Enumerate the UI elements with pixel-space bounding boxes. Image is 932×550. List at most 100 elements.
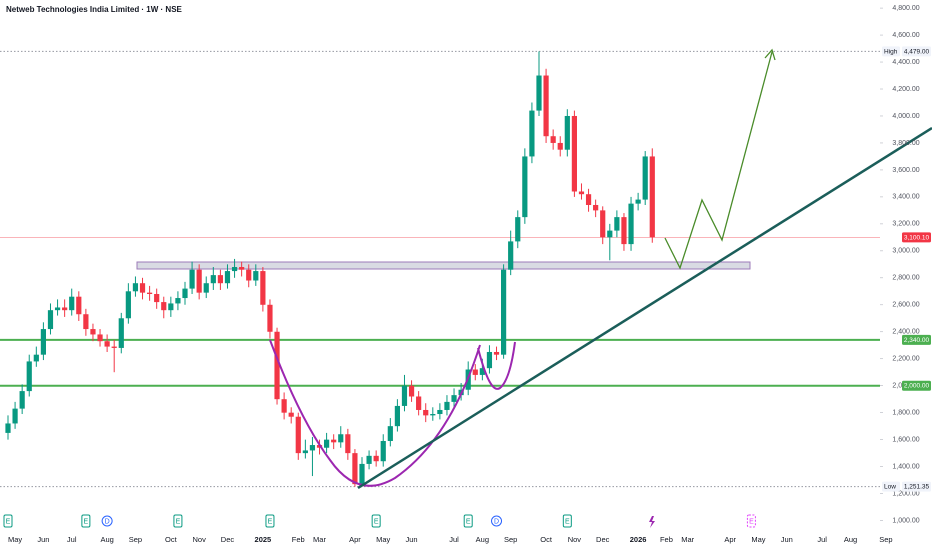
candle-body [529, 110, 535, 157]
candle-body [147, 292, 153, 294]
candle-body [302, 450, 308, 454]
axis-layer: 1,000.00 1,200.00 1,400.00 1,600.00 1,800.00… [3, 5, 931, 544]
candle-body [295, 416, 301, 454]
candle-body [324, 439, 330, 448]
candle-body [69, 296, 75, 311]
trend-line [357, 126, 932, 490]
y-tick-label: 3,400.00 [892, 194, 919, 201]
y-tick-label: 4,200.00 [892, 86, 919, 93]
y-tick-label: 4,800.00 [892, 5, 919, 12]
candle-body [125, 291, 131, 319]
levels-layer [0, 50, 880, 488]
event-marker [746, 514, 756, 528]
candle-body [196, 269, 202, 293]
x-tick-label: Oct [540, 535, 553, 544]
event-letter: E [176, 518, 181, 525]
candles-layer [5, 51, 655, 487]
candle-body [522, 156, 528, 218]
candle-body [607, 230, 613, 238]
x-tick-label: Mar [313, 535, 326, 544]
candle-body [642, 156, 648, 200]
level-value-label: 1,251.35 [904, 484, 930, 491]
candle-body [210, 275, 216, 284]
event-letter: E [268, 518, 273, 525]
event-marker [491, 515, 503, 527]
candle-body [486, 351, 493, 369]
candle-body [274, 331, 280, 400]
candle-body [543, 75, 549, 137]
candle-body [649, 156, 655, 238]
level-value-box [902, 46, 931, 57]
resistance-zone [136, 261, 751, 270]
candle-body [224, 271, 231, 284]
candle-body [40, 329, 46, 355]
x-tick-label: Sep [504, 535, 517, 544]
level-value-label: 2,000.00 [904, 383, 930, 390]
candle-body [408, 385, 415, 397]
candle-body [253, 271, 259, 281]
candle-body [132, 283, 139, 292]
candle-body [359, 463, 365, 485]
candle-body [387, 426, 393, 441]
x-tick-label: Aug [476, 535, 489, 544]
chart-title: Netweb Technologies India Limited · 1W ·… [6, 5, 183, 14]
x-tick-label: Sep [129, 535, 142, 544]
y-tick-label: 2,400.00 [892, 329, 919, 336]
level-value-label: 4,479.00 [904, 48, 930, 55]
candle-body [267, 304, 273, 332]
level-name-box [882, 46, 900, 57]
x-tick-label: Dec [596, 535, 610, 544]
candle-body [12, 408, 18, 424]
candle-body [331, 439, 337, 443]
candle-body [189, 269, 195, 289]
candle-body [288, 412, 294, 417]
candle-body [118, 318, 124, 348]
x-tick-label: Nov [568, 535, 582, 544]
candle-body [635, 199, 641, 204]
candle-body [628, 203, 634, 245]
event-marker [81, 514, 91, 528]
candle-body [168, 303, 174, 311]
candle-body [593, 204, 599, 211]
x-tick-label: Oct [165, 535, 178, 544]
candle-body [33, 354, 39, 362]
candle-body [451, 395, 457, 402]
candle-body [246, 269, 252, 281]
x-tick-label: 2026 [630, 535, 647, 544]
y-tick-label: 3,200.00 [892, 221, 919, 228]
level-value-box [902, 232, 931, 243]
y-tick-label: 3,800.00 [892, 140, 919, 147]
event-letter: E [466, 518, 471, 525]
event-letter: E [749, 518, 754, 525]
x-tick-label: Aug [844, 535, 857, 544]
candle-body [231, 267, 238, 272]
x-tick-label: Jul [449, 535, 459, 544]
candle-body [493, 351, 500, 355]
x-tick-label: 2025 [255, 535, 272, 544]
candle-body [550, 136, 556, 143]
x-tick-label: Jun [781, 535, 793, 544]
y-tick-label: 2,600.00 [892, 302, 919, 309]
candle-body [154, 293, 160, 303]
candle-body [352, 453, 358, 485]
level-value-label: 3,100.10 [904, 234, 930, 241]
y-tick-label: 3,000.00 [892, 248, 919, 255]
candle-body [394, 405, 400, 427]
candle-body [614, 217, 620, 231]
event-letter: E [84, 518, 89, 525]
x-tick-label: Jun [406, 535, 418, 544]
candle-body [260, 271, 266, 305]
candle-body [111, 346, 117, 348]
level-name-label: Low [884, 484, 896, 491]
event-marker [173, 514, 183, 528]
candle-body [161, 302, 167, 311]
candle-body [175, 298, 181, 304]
candle-body [338, 434, 344, 443]
candle-body [571, 115, 577, 192]
y-tick-label: 1,600.00 [892, 436, 919, 443]
candle-body [437, 409, 443, 415]
x-tick-label: Dec [221, 535, 235, 544]
candle-body [536, 75, 542, 111]
y-tick-label: 4,400.00 [892, 59, 919, 66]
